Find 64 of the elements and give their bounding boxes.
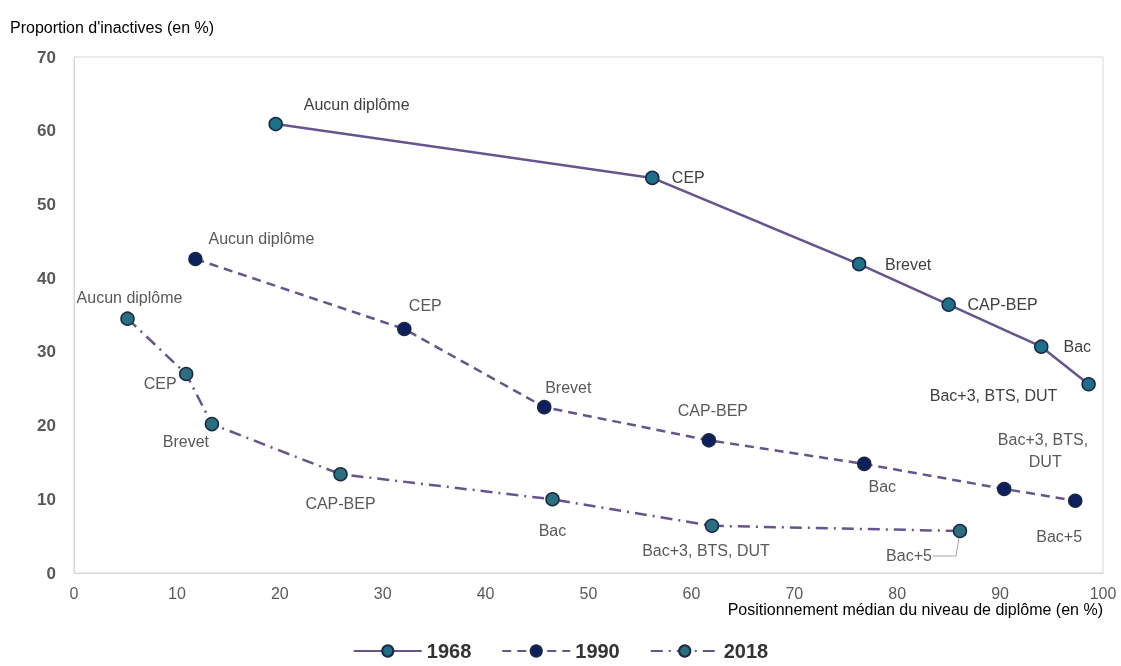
annotation: Bac+3, BTS, DUT [997, 431, 1093, 471]
legend-label: 2018 [723, 640, 769, 662]
annotation: Bac+3, BTS, DUT [929, 386, 1058, 404]
x-tick-label: 90 [991, 584, 1010, 602]
annotation: CAP-BEP [967, 296, 1038, 314]
annotation: CAP-BEP [305, 494, 376, 512]
y-tick-label: 40 [37, 268, 56, 288]
annotation: Brevet [545, 378, 592, 396]
x-tick-label: 80 [888, 584, 907, 602]
annotation: Bac+3, BTS, DUT [642, 542, 770, 560]
point [178, 366, 194, 382]
legend-label: 1990 [575, 640, 620, 662]
point [701, 433, 717, 448]
point [188, 251, 203, 267]
annotation: Bac+5 [1036, 528, 1083, 546]
point [941, 297, 956, 312]
point [1067, 493, 1083, 509]
x-tick-label: 40 [476, 584, 495, 602]
point [645, 170, 660, 186]
x-tick-label: 100 [1089, 584, 1117, 602]
y-tick-label: 30 [37, 342, 56, 362]
annotation: CEP [143, 375, 177, 393]
annotation: CEP [408, 296, 442, 314]
point [333, 466, 348, 482]
point [1081, 377, 1096, 392]
y-tick-label: 70 [37, 47, 56, 67]
annotation: CEP [671, 169, 705, 187]
x-tick-label: 70 [785, 584, 804, 602]
point [952, 523, 968, 539]
annotation: Bac [1063, 338, 1092, 356]
y-tick-label: 0 [46, 563, 56, 583]
point [545, 492, 560, 507]
x-tick-label: 30 [373, 584, 392, 602]
legend-label: 1968 [426, 640, 472, 662]
x-tick-label: 10 [168, 584, 186, 602]
annotation: Aucun diplôme [208, 230, 315, 248]
y-tick-label: 60 [37, 121, 56, 141]
y-tick-label: 50 [37, 194, 56, 214]
x-axis-title: Positionnement médian du niveau de diplôme (en %) [727, 600, 1103, 618]
point [996, 481, 1012, 497]
y-axis-title: Proportion d'inactives (en %) [10, 18, 215, 36]
point [851, 256, 867, 272]
annotation: Brevet [162, 432, 210, 450]
annotation: Brevet [885, 255, 932, 273]
x-tick-label: 0 [69, 584, 79, 602]
annotation: Aucun diplôme [76, 289, 183, 307]
point [268, 116, 283, 132]
annotation: Bac [538, 521, 567, 539]
point [704, 518, 720, 534]
annotation: Aucun diplôme [303, 95, 410, 113]
annotation: Bac [868, 478, 897, 496]
point [120, 311, 135, 326]
x-tick-label: 50 [579, 584, 598, 602]
y-tick-label: 10 [37, 489, 56, 509]
x-tick-label: 60 [682, 584, 701, 602]
point [397, 321, 412, 337]
point [204, 416, 220, 432]
point [1034, 339, 1049, 354]
point [857, 456, 872, 472]
y-tick-label: 20 [37, 416, 56, 436]
x-tick-label: 20 [270, 584, 289, 602]
annotation: CAP-BEP [677, 401, 749, 419]
annotation: Bac+5 [886, 547, 932, 565]
point [537, 399, 552, 415]
